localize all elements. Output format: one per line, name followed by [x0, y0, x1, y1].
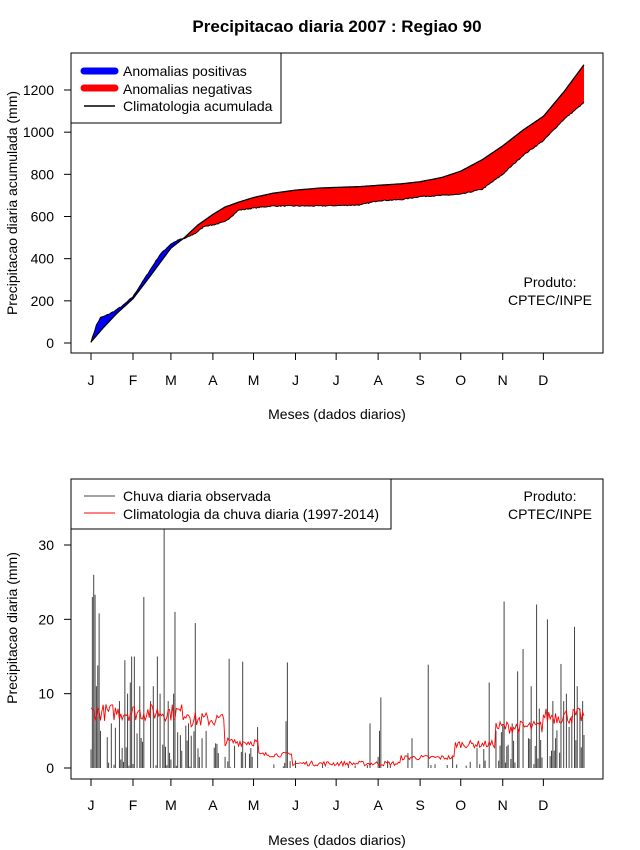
cumulative-panel: 0 200 400 600 800 1000 1200 J F M A M J J A S O N D Preci… — [4, 52, 604, 422]
cumulative-y-tick-label: 200 — [31, 293, 55, 309]
daily-y-axis: 0 10 20 30 — [38, 537, 72, 776]
daily-legend-box — [70, 478, 392, 530]
daily-x-label: Meses (dados diarios) — [268, 832, 406, 848]
daily-panel: 0 10 20 30 J F M A M J J A S O N D Precipitacao diaria… — [4, 478, 604, 848]
daily-x-tick-label: O — [455, 797, 466, 813]
daily-y-tick-label: 0 — [46, 760, 54, 776]
cumulative-y-tick-label: 800 — [31, 166, 55, 182]
daily-legend: Chuva diaria observada Climatologia da c… — [70, 478, 392, 530]
cumulative-x-tick-label: S — [415, 372, 424, 388]
daily-y-tick-label: 20 — [38, 611, 54, 627]
daily-x-tick-label: J — [333, 797, 340, 813]
daily-observed-bars — [90, 507, 585, 768]
cumulative-y-tick-label: 600 — [31, 209, 55, 225]
cumulative-note-line2: CPTEC/INPE — [508, 292, 592, 308]
cumulative-x-tick-label: J — [88, 372, 95, 388]
cumulative-x-tick-label: F — [129, 372, 138, 388]
daily-climatology-line — [90, 702, 585, 768]
daily-x-tick-label: A — [208, 797, 218, 813]
daily-x-tick-label: N — [498, 797, 508, 813]
daily-x-tick-label: J — [292, 797, 299, 813]
daily-x-tick-label: M — [248, 797, 260, 813]
cumulative-y-label: Precipitacao diaria acumulada (mm) — [4, 91, 20, 315]
cumulative-x-label: Meses (dados diarios) — [268, 406, 406, 422]
daily-y-label: Precipitacao diaria (mm) — [4, 552, 20, 704]
cumulative-y-tick-label: 0 — [46, 335, 54, 351]
cumulative-x-tick-label: A — [373, 372, 383, 388]
legend-label-positive: Anomalias positivas — [123, 63, 247, 79]
cumulative-y-tick-label: 1000 — [23, 124, 54, 140]
cumulative-x-tick-label: M — [248, 372, 260, 388]
cumulative-x-tick-label: J — [333, 372, 340, 388]
cumulative-x-tick-label: D — [538, 372, 548, 388]
legend-label-daily-climatology: Climatologia da chuva diaria (1997-2014) — [123, 506, 379, 522]
daily-note-line2: CPTEC/INPE — [508, 506, 592, 522]
climatology-cumulative-line — [90, 64, 585, 343]
cumulative-x-tick-label: J — [292, 372, 299, 388]
daily-note-line1: Produto: — [524, 488, 577, 504]
legend-label-climatology: Climatologia acumulada — [123, 98, 273, 114]
cumulative-y-tick-label: 1200 — [23, 82, 54, 98]
daily-y-tick-label: 10 — [38, 686, 54, 702]
cumulative-x-tick-label: A — [208, 372, 218, 388]
daily-x-tick-label: D — [538, 797, 548, 813]
cumulative-x-tick-label: O — [455, 372, 466, 388]
observed-cumulative-line — [90, 101, 585, 343]
cumulative-legend: Anomalias positivas Anomalias negativas … — [70, 52, 282, 124]
daily-x-tick-label: J — [88, 797, 95, 813]
daily-y-tick-label: 30 — [38, 537, 54, 553]
cumulative-note-line1: Produto: — [524, 274, 577, 290]
negative-anomaly-area — [183, 64, 584, 239]
legend-label-observed: Chuva diaria observada — [123, 488, 271, 504]
daily-x-tick-label: F — [129, 797, 138, 813]
daily-x-tick-label: A — [373, 797, 383, 813]
chart-title: Precipitacao diaria 2007 : Regiao 90 — [192, 17, 481, 36]
daily-x-tick-label: S — [415, 797, 424, 813]
daily-x-tick-label: M — [165, 797, 177, 813]
cumulative-y-axis: 0 200 400 600 800 1000 1200 — [23, 82, 72, 351]
legend-label-negative: Anomalias negativas — [123, 81, 252, 97]
cumulative-y-tick-label: 400 — [31, 251, 55, 267]
cumulative-x-tick-label: N — [498, 372, 508, 388]
cumulative-x-tick-label: M — [165, 372, 177, 388]
